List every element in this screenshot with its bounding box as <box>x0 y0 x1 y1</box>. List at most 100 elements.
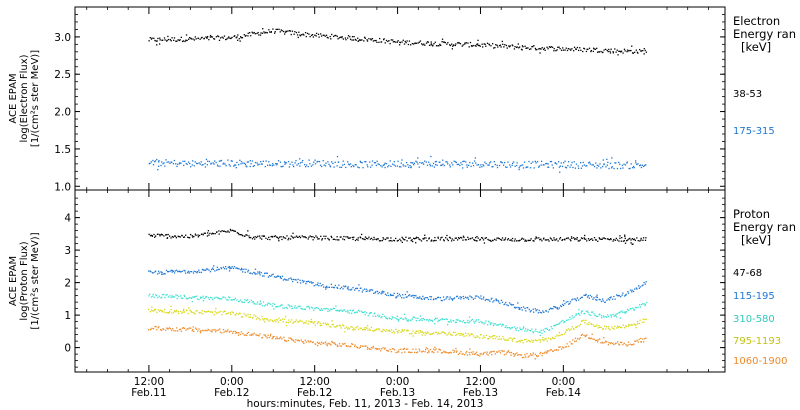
data-point <box>300 339 302 341</box>
data-point <box>564 331 567 333</box>
data-point <box>427 332 429 334</box>
data-point <box>299 162 302 164</box>
data-point <box>148 40 150 42</box>
data-point <box>375 164 378 167</box>
data-point <box>449 44 452 47</box>
data-point <box>624 237 626 240</box>
data-point <box>151 235 154 237</box>
data-point <box>499 352 502 354</box>
data-point <box>532 340 535 342</box>
data-point <box>398 166 401 168</box>
data-point <box>331 341 333 343</box>
data-point <box>479 353 481 355</box>
data-point <box>595 325 597 327</box>
data-point <box>645 51 648 53</box>
data-point <box>277 275 280 277</box>
data-point <box>367 290 369 292</box>
data-point <box>618 311 621 314</box>
data-point <box>614 48 616 50</box>
data-point <box>486 351 488 353</box>
data-point <box>457 332 460 335</box>
data-point <box>352 329 354 331</box>
data-point <box>187 312 189 315</box>
data-point <box>188 237 191 239</box>
data-point <box>237 313 240 315</box>
data-point <box>404 329 406 331</box>
data-point <box>318 285 320 287</box>
data-point <box>204 329 206 332</box>
data-point <box>470 237 472 240</box>
data-point <box>230 313 232 316</box>
data-point <box>339 325 342 327</box>
xtick-date-label: Feb.11 <box>131 387 166 399</box>
data-point <box>233 230 236 232</box>
data-point <box>154 161 156 163</box>
data-point <box>259 333 261 335</box>
data-point <box>544 351 546 353</box>
data-point <box>168 235 171 237</box>
data-point <box>301 320 303 322</box>
data-point <box>249 160 251 162</box>
data-point <box>493 350 495 353</box>
data-point <box>532 354 534 356</box>
data-point <box>350 312 353 315</box>
data-point <box>265 335 267 338</box>
data-point <box>253 332 255 334</box>
data-point <box>382 164 384 166</box>
data-point <box>631 291 633 293</box>
data-point <box>447 352 450 354</box>
data-point <box>498 164 501 167</box>
data-point <box>290 319 293 321</box>
data-point <box>400 317 403 319</box>
data-point <box>315 32 318 35</box>
data-point <box>246 161 249 163</box>
data-point <box>516 327 518 329</box>
data-point <box>350 288 353 290</box>
data-point <box>203 297 205 300</box>
data-point <box>257 164 259 166</box>
data-point <box>346 287 349 289</box>
data-point <box>441 331 444 333</box>
data-point <box>282 30 285 33</box>
data-point <box>589 338 591 340</box>
data-point <box>639 240 641 242</box>
data-point <box>451 298 454 300</box>
data-point <box>173 311 175 314</box>
data-point <box>208 160 211 163</box>
data-point <box>553 325 555 327</box>
data-point <box>437 236 439 238</box>
data-point <box>349 237 351 239</box>
data-point <box>527 356 529 358</box>
data-point <box>178 235 180 238</box>
data-point <box>156 44 158 46</box>
data-point <box>176 330 179 332</box>
data-point <box>550 326 552 328</box>
data-point <box>359 327 361 329</box>
data-point <box>402 237 404 240</box>
data-point <box>149 37 151 39</box>
data-point <box>559 305 562 307</box>
data-point <box>272 336 274 338</box>
data-point <box>366 327 368 329</box>
data-point <box>414 332 416 334</box>
data-point <box>556 334 558 336</box>
data-point <box>395 41 397 43</box>
data-point <box>342 309 344 311</box>
data-point <box>465 161 467 163</box>
data-point <box>256 316 259 319</box>
data-point <box>402 294 404 296</box>
data-point <box>586 165 588 167</box>
data-point <box>222 296 224 298</box>
data-point <box>238 38 240 40</box>
data-point <box>440 44 442 46</box>
data-point <box>626 51 628 53</box>
data-point <box>514 354 516 356</box>
data-point <box>359 39 361 41</box>
data-point <box>435 45 438 47</box>
data-point <box>368 328 371 330</box>
data-point <box>272 336 274 339</box>
data-point <box>380 41 383 43</box>
data-point <box>286 307 288 310</box>
data-point <box>280 165 282 168</box>
data-point <box>442 351 444 354</box>
